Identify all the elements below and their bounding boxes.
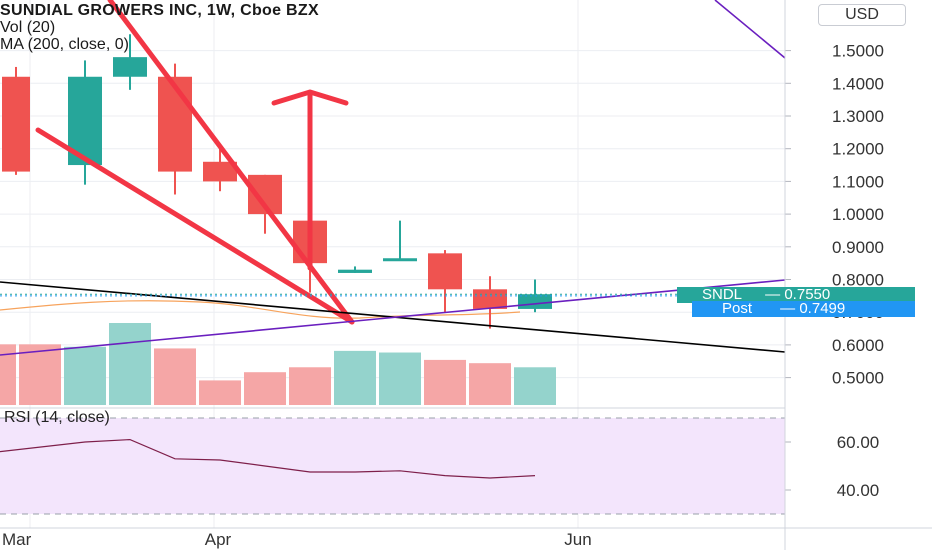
post-price-value: 0.7499 xyxy=(799,300,846,317)
x-tick-label: Jun xyxy=(564,530,591,549)
rsi-tick-label: 40.00 xyxy=(837,481,880,500)
rsi-band xyxy=(0,407,785,515)
purple-upper-trendline xyxy=(714,0,786,59)
volume-bar xyxy=(334,350,376,405)
y-tick-label: 1.0000 xyxy=(832,205,884,224)
volume-bar xyxy=(0,344,16,405)
candle-body xyxy=(113,57,147,77)
symbol-title[interactable]: SUNDIAL GROWERS INC, 1W, Cboe BZX xyxy=(0,2,319,19)
volume-legend[interactable]: Vol (20) xyxy=(0,19,56,36)
candle-body xyxy=(338,269,372,273)
y-tick-label: 0.8000 xyxy=(832,271,884,290)
y-tick-label: 1.3000 xyxy=(832,107,884,126)
falling-wedge-lower-line xyxy=(35,127,355,325)
x-tick-label: Mar xyxy=(2,530,32,549)
volume-bars xyxy=(0,323,556,405)
volume-bar xyxy=(424,359,466,405)
ma-line xyxy=(0,300,521,319)
target-arrow-head xyxy=(271,89,349,106)
last-price-value: 0.7550 xyxy=(784,286,831,303)
candle-body xyxy=(203,161,237,182)
y-tick-label: 1.4000 xyxy=(832,74,884,93)
volume-bar xyxy=(199,380,241,405)
y-tick-label: 0.5000 xyxy=(832,369,884,388)
volume-bar xyxy=(379,352,421,405)
y-tick-label: 1.1000 xyxy=(832,172,884,191)
y-tick-label: 1.2000 xyxy=(832,140,884,159)
y-tick-label: 0.6000 xyxy=(832,336,884,355)
candle-body xyxy=(518,294,552,309)
y-tick-label: 0.9000 xyxy=(832,238,884,257)
post-price-separator: — xyxy=(780,300,796,317)
rsi-line-group xyxy=(0,438,536,479)
candle-body xyxy=(158,76,192,172)
last-price-symbol: SNDL xyxy=(701,286,742,303)
purple-rising-trendline xyxy=(0,279,786,356)
rsi-line xyxy=(0,438,536,479)
post-price-tag: Post — 0.7499 xyxy=(692,301,915,317)
drawing-layer[interactable] xyxy=(0,0,786,356)
candle-body xyxy=(2,76,30,172)
volume-bar xyxy=(244,372,286,405)
ma-line xyxy=(0,300,521,319)
post-price-symbol: Post xyxy=(721,300,752,317)
last-price-separator: — xyxy=(765,286,781,303)
chart-header: SUNDIAL GROWERS INC, 1W, Cboe BZX Vol (2… xyxy=(0,2,319,53)
volume-bar xyxy=(514,367,556,405)
volume-bar xyxy=(19,344,61,405)
rsi-legend[interactable]: RSI (14, close) xyxy=(4,409,110,426)
rsi-band-fill xyxy=(0,418,785,514)
ma-legend[interactable]: MA (200, close, 0) xyxy=(0,36,129,53)
x-tick-label: Apr xyxy=(205,530,232,549)
currency-button[interactable]: USD xyxy=(818,4,906,26)
candle-body xyxy=(383,258,417,262)
volume-bar xyxy=(109,323,151,405)
candle-body xyxy=(473,289,507,309)
candle-body xyxy=(428,253,462,290)
rsi-tick-label: 60.00 xyxy=(837,433,880,452)
y-tick-label: 1.5000 xyxy=(832,42,884,61)
last-price-tag: SNDL — 0.7550 xyxy=(677,287,915,303)
volume-bar xyxy=(289,367,331,405)
volume-bar xyxy=(469,363,511,405)
volume-bar xyxy=(154,348,196,405)
volume-bar xyxy=(64,346,106,405)
